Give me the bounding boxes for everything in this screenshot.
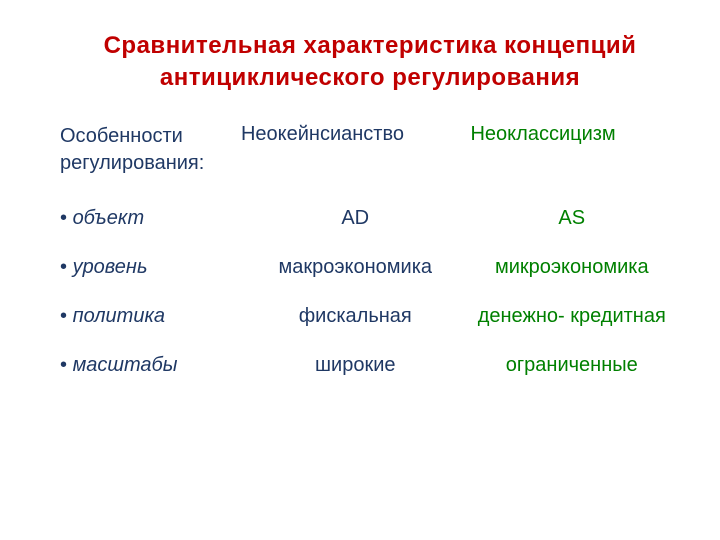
- row-value-neokeynesian: AD: [247, 207, 464, 230]
- row-value-neokeynesian: макроэкономика: [247, 256, 464, 279]
- table-row: уровень макроэкономика микроэкономика: [60, 256, 680, 279]
- header-col1: Особенности регулирования:: [60, 123, 241, 177]
- table-row: политика фискальная денежно- кредитная: [60, 305, 680, 328]
- row-label: уровень: [60, 256, 247, 279]
- row-value-neoclassic: микроэкономика: [464, 256, 681, 279]
- row-value-neoclassic: ограниченные: [464, 354, 681, 377]
- row-value-neokeynesian: широкие: [247, 354, 464, 377]
- table-header-row: Особенности регулирования: Неокейнсианст…: [60, 123, 680, 177]
- header-col2: Неокейнсианство: [241, 123, 451, 146]
- header-col3: Неоклассицизм: [450, 123, 680, 146]
- table-row: масштабы широкие ограниченные: [60, 354, 680, 377]
- row-label: масштабы: [60, 354, 247, 377]
- table-row: объект AD AS: [60, 207, 680, 230]
- row-value-neoclassic: AS: [464, 207, 681, 230]
- slide-title: Сравнительная характеристика концепций а…: [60, 30, 680, 95]
- row-label: политика: [60, 305, 247, 328]
- row-value-neokeynesian: фискальная: [247, 305, 464, 328]
- row-label: объект: [60, 207, 247, 230]
- row-value-neoclassic: денежно- кредитная: [464, 305, 681, 328]
- slide: Сравнительная характеристика концепций а…: [0, 0, 720, 540]
